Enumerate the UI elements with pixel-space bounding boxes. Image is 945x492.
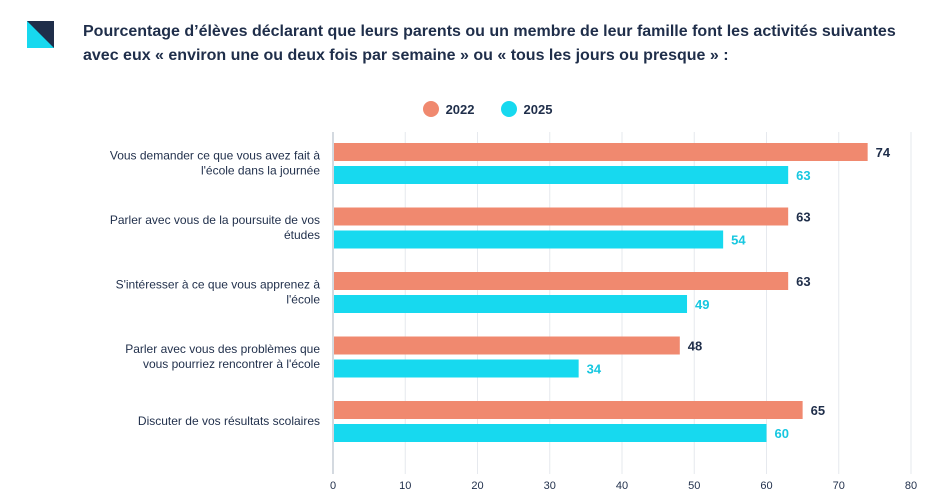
x-tick-label: 50 bbox=[688, 480, 700, 492]
legend-swatch-2022 bbox=[422, 101, 439, 117]
data-label-2025: 63 bbox=[796, 168, 810, 183]
data-label-2025: 34 bbox=[587, 362, 602, 377]
legend-item-2022: 2022 bbox=[422, 101, 475, 117]
bar-2025 bbox=[334, 424, 767, 442]
x-tick-label: 10 bbox=[399, 480, 411, 492]
x-tick-label: 40 bbox=[616, 480, 628, 492]
data-label-2022: 63 bbox=[796, 210, 810, 225]
bar-2025 bbox=[334, 295, 688, 313]
bar-2025 bbox=[334, 230, 724, 249]
legend-label-2025: 2025 bbox=[523, 101, 553, 117]
legend-swatch-2025 bbox=[500, 101, 517, 117]
bar-2025 bbox=[334, 166, 789, 184]
brand-logo bbox=[27, 21, 54, 48]
data-label-2025: 60 bbox=[775, 426, 789, 441]
category-label: S'intéresser à ce que vous apprenez à l'é… bbox=[116, 278, 321, 307]
legend-item-2025: 2025 bbox=[500, 101, 553, 117]
legend-label-2022: 2022 bbox=[445, 101, 475, 117]
bar-2022 bbox=[334, 207, 789, 226]
bar-2022 bbox=[334, 336, 680, 355]
data-label-2022: 48 bbox=[688, 339, 702, 354]
x-tick-label: 30 bbox=[544, 480, 556, 492]
data-label-2022: 74 bbox=[876, 145, 891, 160]
bar-2025 bbox=[334, 359, 579, 378]
x-tick-label: 60 bbox=[760, 480, 772, 492]
x-tick-label: 70 bbox=[833, 480, 845, 492]
data-label-2022: 65 bbox=[811, 403, 825, 418]
bar-2022 bbox=[334, 143, 868, 161]
data-label-2025: 49 bbox=[695, 297, 709, 312]
chart-legend: 2022 2025 bbox=[0, 101, 945, 117]
x-tick-label: 80 bbox=[905, 480, 917, 492]
category-label: Parler avec vous de la poursuite de vos é… bbox=[110, 213, 320, 242]
category-label: Parler avec vous des problèmes que vous p… bbox=[125, 342, 320, 371]
bar-2022 bbox=[334, 272, 789, 290]
data-label-2025: 54 bbox=[731, 233, 746, 248]
category-label: Vous demander ce que vous avez fait à l'é… bbox=[110, 149, 320, 178]
data-label-2022: 63 bbox=[796, 274, 810, 289]
bar-2022 bbox=[334, 401, 803, 419]
x-tick-label: 20 bbox=[471, 480, 483, 492]
category-label: Discuter de vos résultats scolaires bbox=[138, 414, 320, 428]
x-tick-label: 0 bbox=[330, 480, 336, 492]
chart-title: Pourcentage d’élèves déclarant que leurs… bbox=[83, 23, 896, 64]
